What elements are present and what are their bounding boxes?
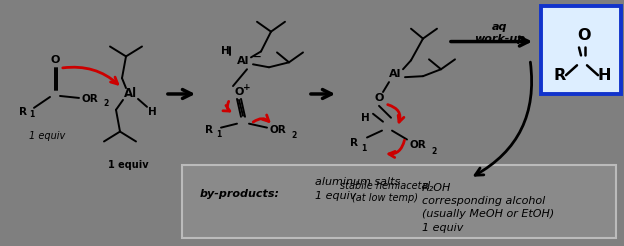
Text: OR: OR <box>270 125 286 135</box>
Text: R: R <box>554 68 566 83</box>
FancyBboxPatch shape <box>182 165 616 238</box>
Text: H: H <box>361 113 369 123</box>
Text: OR: OR <box>82 94 99 104</box>
Text: 2: 2 <box>104 99 109 108</box>
Text: aluminum salts
1 equiv: aluminum salts 1 equiv <box>315 177 400 201</box>
Text: O: O <box>577 28 591 43</box>
Text: H: H <box>597 68 611 83</box>
Text: O: O <box>374 93 384 103</box>
FancyBboxPatch shape <box>541 6 621 94</box>
Text: H: H <box>221 46 230 56</box>
Text: 2: 2 <box>291 131 296 140</box>
Text: −: − <box>253 51 261 62</box>
Text: by-products:: by-products: <box>200 189 280 199</box>
Text: 1: 1 <box>29 110 34 119</box>
Text: 1 equiv: 1 equiv <box>29 131 65 140</box>
Text: H: H <box>148 107 157 117</box>
Text: 1 equiv: 1 equiv <box>108 160 149 170</box>
Text: Al: Al <box>237 56 249 66</box>
Text: +: + <box>243 83 251 92</box>
Text: O: O <box>51 55 60 65</box>
Text: 2: 2 <box>431 147 437 156</box>
Text: Al: Al <box>389 69 401 79</box>
Text: stabile hemiacetal
(at low temp): stabile hemiacetal (at low temp) <box>340 181 430 203</box>
Text: Al: Al <box>124 88 137 100</box>
Text: R₂OH
corresponding alcohol
(usually MeOH or EtOH)
1 equiv: R₂OH corresponding alcohol (usually MeOH… <box>422 183 554 233</box>
Text: O: O <box>235 87 244 97</box>
Text: R: R <box>19 107 27 117</box>
Text: aq
work-up: aq work-up <box>474 22 525 44</box>
Text: OR: OR <box>409 140 426 150</box>
Text: R: R <box>350 138 358 148</box>
Text: 1: 1 <box>217 130 222 139</box>
Text: R: R <box>205 125 213 135</box>
Text: 1: 1 <box>361 144 367 153</box>
